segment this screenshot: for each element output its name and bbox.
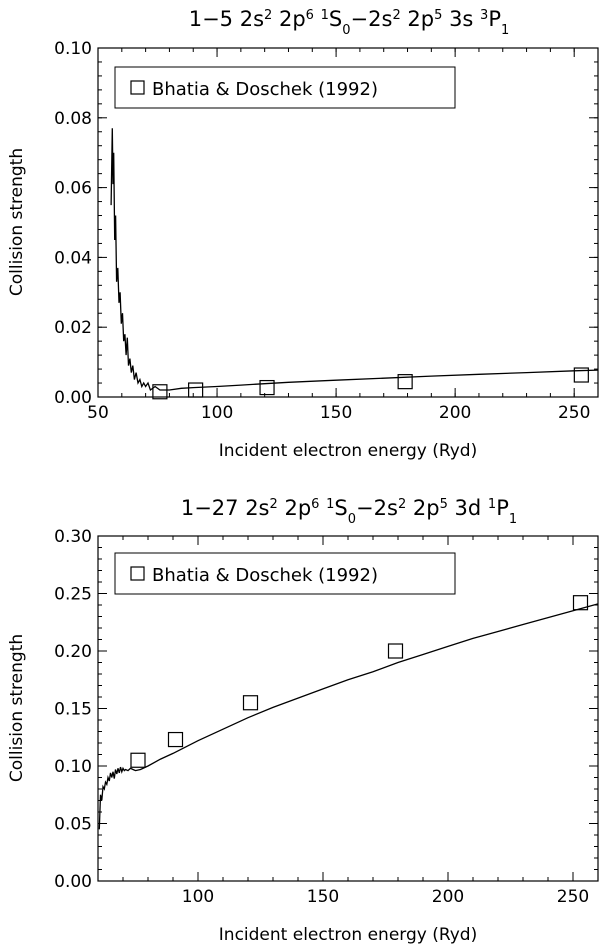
chart-panel-1: 1−5 2s2 2p6 1S0−2s2 2p5 3s 3P1 50 100 150 2…	[7, 7, 599, 461]
chart-2-x-tick-label: 200	[432, 887, 464, 907]
chart-1-series	[110, 128, 599, 400]
chart-1-x-axis-title: Incident electron energy (Ryd)	[219, 441, 477, 461]
chart-2-axes: 100 150 200 250 0.00 0.05 0.10 0.15 0.20 0.25 0.30	[54, 527, 599, 907]
chart-1-x-tick-label: 150	[320, 403, 352, 423]
chart-1-x-tick-label: 250	[558, 403, 590, 423]
chart-1-axes: 50 100 150 200 250 0.00 0.02 0.04 0.06 0.08 0.10	[54, 39, 599, 423]
chart-2-title: 1−27 2s2 2p6 1S0−2s2 2p5 3d 1P1	[181, 496, 517, 527]
chart-2-y-tick-label: 0.15	[54, 700, 92, 720]
chart-2-y-tick-label: 0.25	[54, 585, 92, 605]
chart-1-legend-marker	[130, 80, 145, 95]
chart-2-data-point	[387, 643, 404, 659]
chart-1-plot-frame	[97, 47, 599, 398]
chart-2-x-axis-title: Incident electron energy (Ryd)	[219, 925, 477, 945]
chart-panel-2: 1−27 2s2 2p6 1S0−2s2 2p5 3d 1P1 100 150 20…	[7, 496, 599, 945]
chart-1-y-tick-label: 0.02	[54, 318, 92, 338]
chart-2-calculated-line	[98, 603, 599, 830]
chart-2-y-tick-label: 0.00	[54, 872, 92, 892]
chart-2-legend	[114, 552, 456, 595]
chart-1-data-point	[152, 384, 168, 400]
chart-2-y-tick-label: 0.10	[54, 757, 92, 777]
chart-2-data-point	[130, 752, 146, 768]
chart-2-plot-frame	[97, 535, 599, 882]
chart-2-y-axis-title: Collision strength	[7, 634, 27, 782]
chart-2-data-point	[242, 695, 259, 711]
chart-2-x-tick-label: 100	[182, 887, 214, 907]
chart-2-y-tick-label: 0.30	[54, 527, 92, 547]
chart-1-data-point	[573, 367, 589, 383]
chart-1-y-axis-title: Collision strength	[7, 148, 27, 296]
chart-2-series	[98, 595, 599, 830]
chart-2-y-tick-label: 0.20	[54, 642, 92, 662]
chart-2-x-tick-label: 250	[557, 887, 589, 907]
chart-2-legend-marker	[130, 566, 145, 581]
chart-1-x-tick-label: 100	[201, 403, 233, 423]
chart-1-legend	[114, 66, 456, 109]
chart-2-data-point	[572, 595, 589, 611]
chart-1-data-point	[259, 379, 275, 396]
chart-1-y-tick-label: 0.06	[54, 179, 92, 199]
chart-2-x-tick-label: 150	[307, 887, 339, 907]
chart-2-y-tick-label: 0.05	[54, 815, 92, 835]
chart-2-data-point	[167, 731, 184, 748]
chart-1-data-point	[397, 374, 413, 390]
chart-1-legend-label: Bhatia & Doschek (1992)	[152, 79, 378, 100]
chart-2-legend-label: Bhatia & Doschek (1992)	[152, 565, 378, 586]
chart-1-y-tick-label: 0.00	[54, 388, 92, 408]
chart-1-data-point	[188, 382, 204, 398]
chart-1-y-tick-label: 0.10	[54, 39, 92, 59]
chart-1-x-tick-label: 200	[439, 403, 471, 423]
chart-1-title: 1−5 2s2 2p6 1S0−2s2 2p5 3s 3P1	[189, 7, 510, 38]
chart-1-x-tick-label: 50	[87, 403, 109, 423]
chart-1-y-tick-label: 0.04	[54, 248, 92, 268]
chart-1-y-tick-label: 0.08	[54, 109, 92, 129]
chart-1-calculated-line	[110, 128, 599, 392]
